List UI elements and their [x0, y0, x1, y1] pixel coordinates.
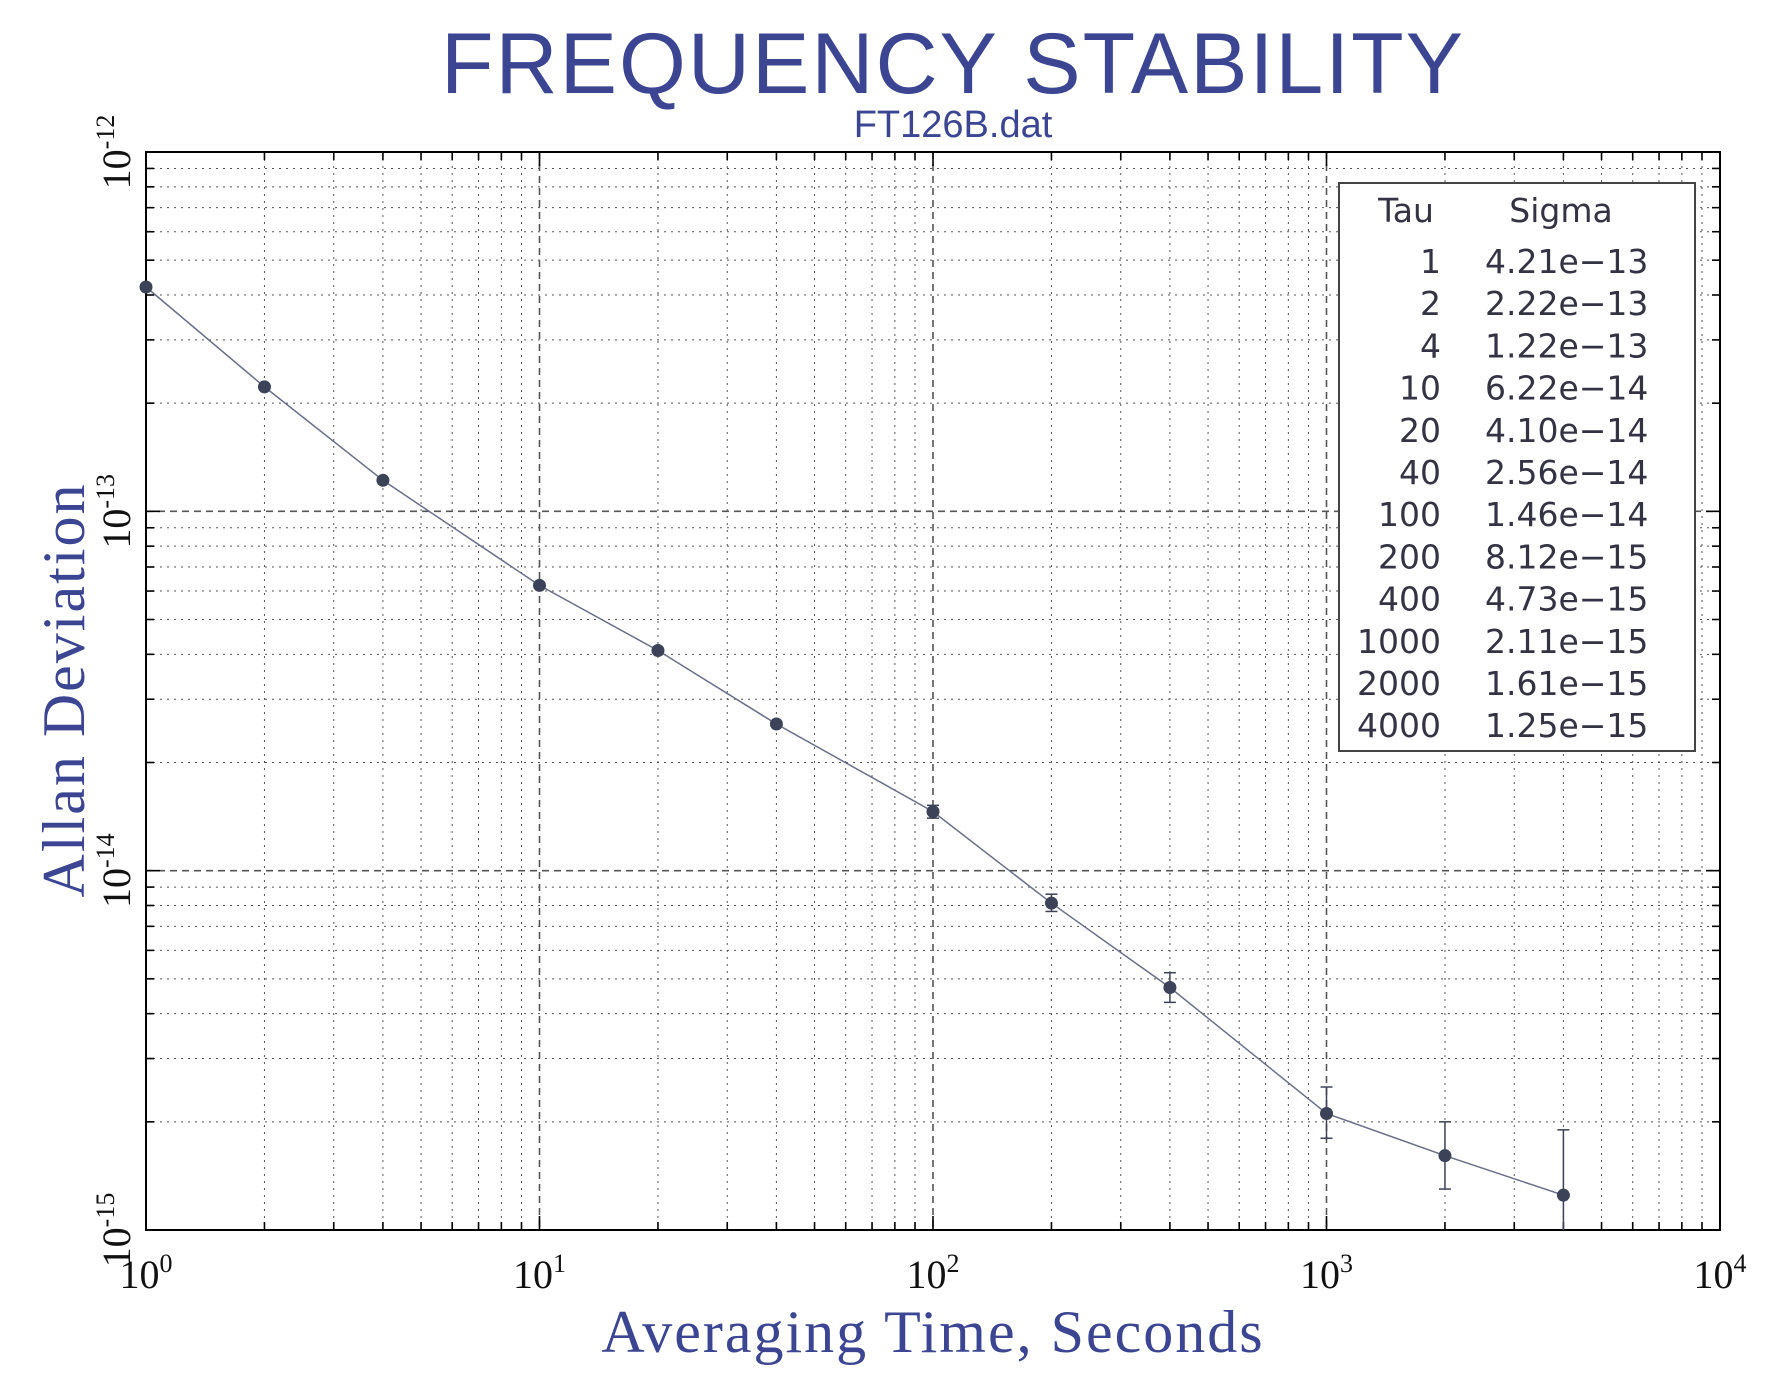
legend-tau: 2 — [1420, 284, 1441, 323]
y-tick-label: 10-13 — [91, 474, 139, 549]
x-tick-label: 103 — [1300, 1249, 1353, 1297]
x-tick-label: 104 — [1694, 1249, 1747, 1297]
data-point — [1320, 1106, 1333, 1120]
legend-tau: 1 — [1420, 242, 1441, 281]
legend-tau: 2000 — [1357, 664, 1441, 703]
x-tick-label: 100 — [120, 1249, 173, 1297]
data-point — [139, 280, 153, 294]
data-point — [1044, 896, 1058, 910]
legend-tau: 10 — [1399, 369, 1441, 408]
data-point — [533, 578, 546, 592]
legend-sigma: 8.12e−15 — [1485, 537, 1648, 576]
legend-box — [1338, 182, 1696, 752]
legend-tau: 1000 — [1357, 622, 1441, 661]
data-point — [1163, 980, 1177, 994]
x-tick-label: 101 — [513, 1249, 566, 1297]
legend-sigma: 6.22e−14 — [1485, 369, 1648, 408]
legend: Tau Sigma 1 4.21e−13 2 2.22e−13 4 1.22e−13 10 6… — [1338, 182, 1696, 752]
legend-sigma: 4.73e−15 — [1485, 580, 1648, 619]
data-point — [376, 473, 390, 487]
y-axis-label: Allan Deviation — [31, 483, 97, 898]
legend-tau: 200 — [1378, 537, 1441, 576]
legend-tau: 100 — [1378, 495, 1441, 534]
y-tick-label: 10-12 — [91, 115, 139, 190]
legend-tau: 20 — [1399, 411, 1441, 450]
legend-sigma: 1.25e−15 — [1485, 706, 1648, 745]
legend-sigma: 4.21e−13 — [1485, 242, 1648, 281]
legend-sigma: 2.11e−15 — [1485, 622, 1648, 661]
x-axis-label: Averaging Time, Seconds — [601, 1299, 1264, 1365]
legend-sigma: 2.22e−13 — [1485, 284, 1648, 323]
data-point — [769, 717, 783, 731]
x-tick-label: 102 — [907, 1249, 960, 1297]
data-point — [1438, 1149, 1452, 1163]
data-point — [926, 805, 940, 819]
data-point — [1556, 1188, 1570, 1202]
legend-header-sigma: Sigma — [1509, 191, 1612, 230]
y-tick-label: 10-15 — [91, 1193, 139, 1268]
chart-subtitle: FT126B.dat — [854, 104, 1053, 146]
legend-tau: 40 — [1399, 453, 1441, 492]
legend-sigma: 1.46e−14 — [1485, 495, 1648, 534]
legend-header-tau: Tau — [1377, 191, 1434, 230]
legend-tau: 4000 — [1357, 706, 1441, 745]
series-line — [145, 286, 1564, 1196]
legend-tau: 400 — [1378, 580, 1441, 619]
legend-sigma: 1.22e−13 — [1485, 326, 1648, 365]
data-point — [651, 643, 665, 657]
legend-sigma: 1.61e−15 — [1485, 664, 1648, 703]
y-tick-label: 10-14 — [91, 833, 139, 908]
legend-tau: 4 — [1420, 326, 1441, 365]
data-point — [257, 380, 271, 394]
legend-sigma: 2.56e−14 — [1485, 453, 1648, 492]
chart-title: FREQUENCY STABILITY — [441, 16, 1465, 112]
data-series — [139, 280, 1570, 1230]
legend-sigma: 4.10e−14 — [1485, 411, 1648, 450]
